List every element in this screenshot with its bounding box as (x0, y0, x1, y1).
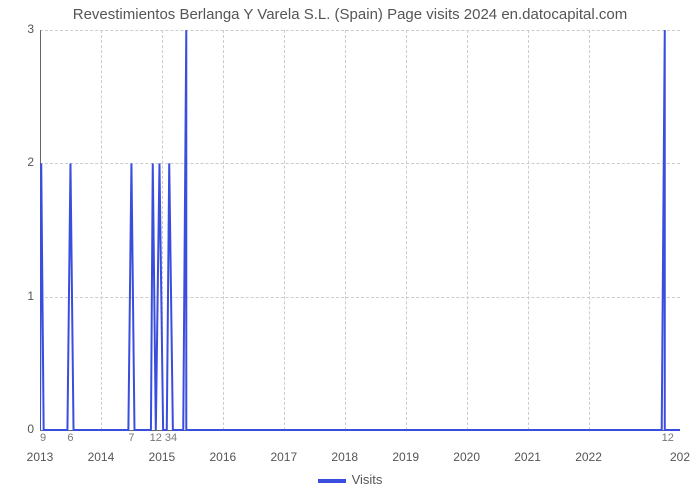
x-tick-label: 2022 (575, 450, 602, 464)
x-tick-label: 2021 (514, 450, 541, 464)
y-tick-label: 2 (12, 155, 34, 169)
x-tick-label: 2017 (270, 450, 297, 464)
x-tick-label-clipped: 202 (670, 450, 690, 464)
spike-value-label: 12 (150, 432, 162, 444)
chart-container: Revestimientos Berlanga Y Varela S.L. (S… (0, 0, 700, 500)
x-tick-label: 2014 (88, 450, 115, 464)
chart-title: Revestimientos Berlanga Y Varela S.L. (S… (0, 6, 700, 23)
spike-value-label: 9 (40, 432, 46, 444)
legend-label: Visits (352, 472, 383, 487)
line-series (40, 30, 680, 431)
x-tick-label: 2016 (209, 450, 236, 464)
x-tick-label: 2019 (392, 450, 419, 464)
y-tick-label: 0 (12, 422, 34, 436)
x-tick-label: 2015 (149, 450, 176, 464)
x-tick-label: 2013 (27, 450, 54, 464)
y-tick-label: 3 (12, 22, 34, 36)
plot-area (40, 30, 680, 430)
legend-swatch (318, 479, 346, 483)
spike-value-label: 7 (128, 432, 134, 444)
x-tick-label: 2018 (331, 450, 358, 464)
spike-value-label: 12 (662, 432, 674, 444)
legend: Visits (0, 472, 700, 487)
spike-value-label: 6 (67, 432, 73, 444)
x-tick-label: 2020 (453, 450, 480, 464)
spike-value-label: 34 (165, 432, 177, 444)
y-tick-label: 1 (12, 289, 34, 303)
